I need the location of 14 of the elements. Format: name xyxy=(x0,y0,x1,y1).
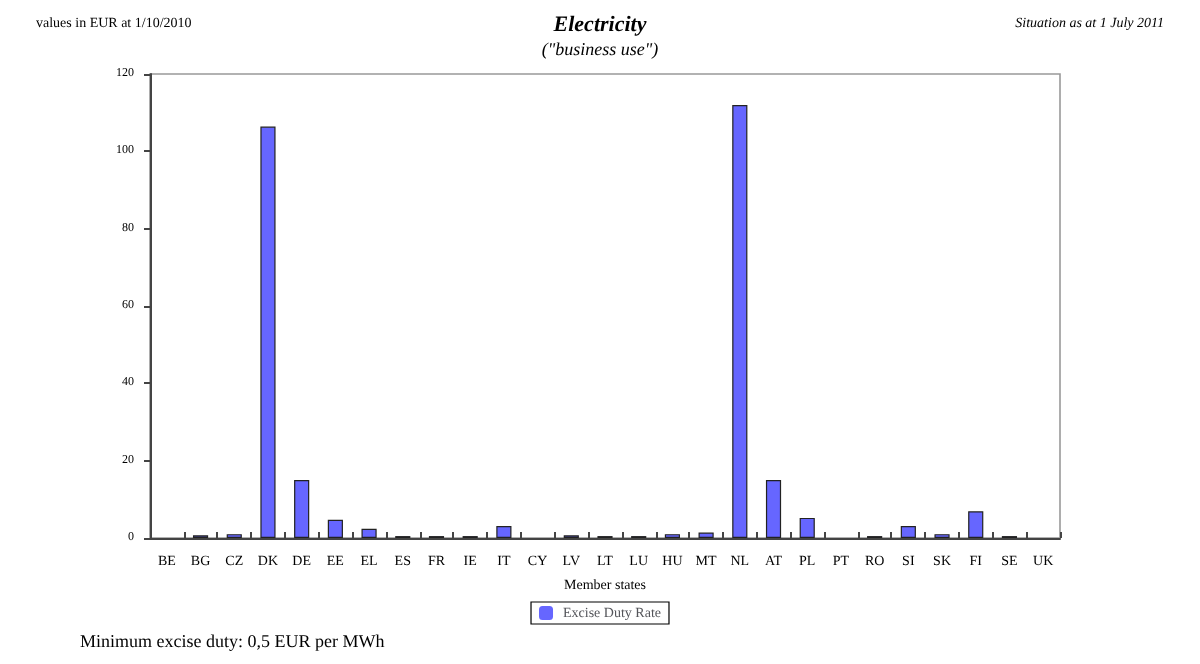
chart-title: Electricity xyxy=(551,13,647,37)
bar xyxy=(900,526,916,538)
bar xyxy=(327,519,343,538)
bar xyxy=(294,480,310,538)
chart-subtitle: ("business use") xyxy=(541,39,659,59)
bar xyxy=(799,517,815,538)
bar xyxy=(732,104,748,538)
bar xyxy=(260,126,276,538)
bar xyxy=(698,532,714,538)
bar xyxy=(765,480,782,538)
bar xyxy=(968,511,984,538)
bar xyxy=(496,526,512,538)
bar xyxy=(361,528,377,538)
text: Minimum excise duty: 0,5 EUR per MWh xyxy=(80,631,386,651)
